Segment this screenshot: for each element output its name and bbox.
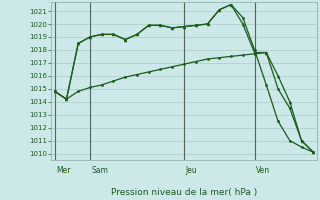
Text: Mer: Mer [57, 166, 71, 175]
Text: Sam: Sam [92, 166, 108, 175]
Text: Ven: Ven [256, 166, 270, 175]
Text: Jeu: Jeu [186, 166, 197, 175]
Text: Pression niveau de la mer( hPa ): Pression niveau de la mer( hPa ) [111, 188, 257, 197]
